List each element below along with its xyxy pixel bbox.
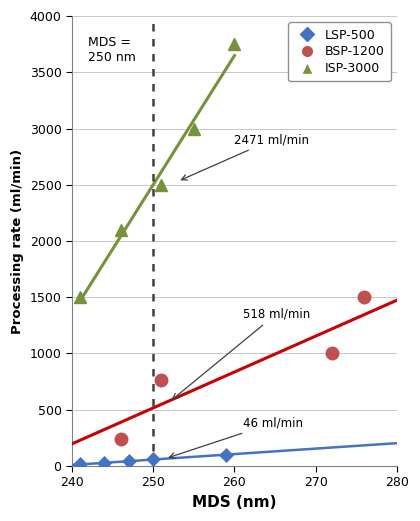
X-axis label: MDS (nm): MDS (nm) <box>192 495 277 510</box>
Text: 2471 ml/min: 2471 ml/min <box>181 133 310 180</box>
Text: MDS =
250 nm: MDS = 250 nm <box>88 36 136 65</box>
Text: 46 ml/min: 46 ml/min <box>169 417 302 458</box>
Text: 518 ml/min: 518 ml/min <box>173 307 310 399</box>
Y-axis label: Processing rate (ml/min): Processing rate (ml/min) <box>11 148 24 333</box>
Legend: LSP-500, BSP-1200, ISP-3000: LSP-500, BSP-1200, ISP-3000 <box>288 22 391 81</box>
